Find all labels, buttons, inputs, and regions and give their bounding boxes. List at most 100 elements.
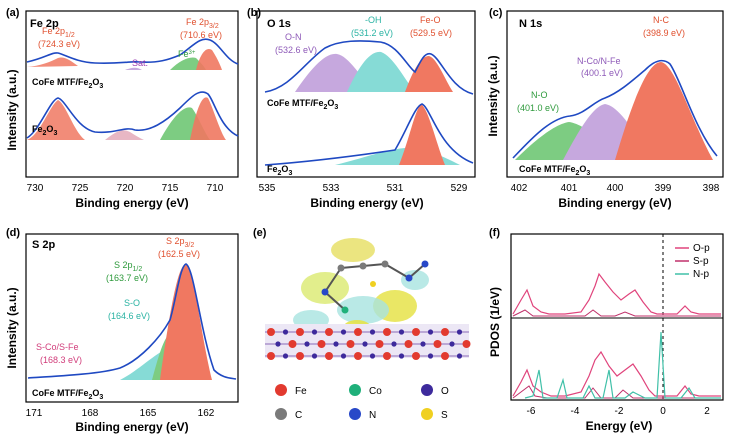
panel-d-s32 <box>160 264 212 380</box>
panel-a-fe3: Fe3+ <box>178 49 196 59</box>
s-legend-icon <box>421 408 433 420</box>
panel-c-tick: 401 <box>561 183 578 194</box>
panel-a-ticks: 730 725 720 715 710 <box>27 183 224 194</box>
o-atom <box>369 353 376 359</box>
panel-f-bot-op <box>512 350 721 397</box>
panel-b-top-feo <box>405 56 453 92</box>
panel-a-tick: 725 <box>72 183 89 194</box>
panel-c-no-val: (401.0 eV) <box>517 103 559 113</box>
panel-c-n1s: (c) Intensity (a.u.) N 1s N-C (398.9 eV)… <box>485 0 731 212</box>
nitrogen-atom <box>321 288 329 296</box>
fe-atom <box>462 340 471 348</box>
panel-b-bot-fit <box>264 103 474 166</box>
panel-d-s12: S 2p1/2 <box>114 260 142 273</box>
panel-c-xlabel: Binding energy (eV) <box>558 196 671 210</box>
fe-atom <box>325 352 333 360</box>
carbon-atom <box>359 262 367 270</box>
panel-d-scofe-val: (168.3 eV) <box>40 355 82 365</box>
o-atom <box>304 341 310 347</box>
bond <box>408 263 426 279</box>
panel-c-tick: 400 <box>607 183 624 194</box>
panel-c-title: N 1s <box>519 18 542 30</box>
panel-e-molecule <box>324 263 426 311</box>
panel-b-feo-val: (529.5 eV) <box>410 28 452 38</box>
o-atom <box>456 353 463 359</box>
panel-b-ticks: 535 533 531 529 <box>259 183 468 194</box>
panel-b-sample-bot: Fe2O3 <box>267 164 292 177</box>
legend-np-label: N-p <box>693 269 710 280</box>
panel-b-svg: (b) O 1s O-N (532.6 eV) -OH (531.2 eV) F… <box>247 7 476 210</box>
bond <box>324 267 342 293</box>
panel-e-tag: (e) <box>253 227 267 239</box>
panel-e-structure: (e) Fe <box>245 220 485 434</box>
panel-d-so: S-O <box>124 298 140 308</box>
fe-atom <box>267 328 275 336</box>
panel-d-ylabel: Intensity (a.u.) <box>5 287 19 368</box>
legend-s-label: S <box>441 410 448 421</box>
panel-a-bot-fit <box>26 91 239 139</box>
panel-a-sat: Sat. <box>132 58 148 68</box>
panel-d-sample: CoFe MTF/Fe2O3 <box>32 388 103 401</box>
panel-a-top-peak-710 <box>196 48 222 70</box>
fe-atom <box>325 328 333 336</box>
panel-c-sample: CoFe MTF/Fe2O3 <box>519 164 590 177</box>
panel-c-nc-val: (398.9 eV) <box>643 28 685 38</box>
panel-a-peak2: Fe 2p3/2 <box>186 17 219 30</box>
fe-atom <box>383 352 391 360</box>
o-legend-icon <box>421 384 433 396</box>
panel-f-tag: (f) <box>489 227 500 239</box>
panel-b-tag: (b) <box>247 7 261 19</box>
panel-d-tick: 162 <box>198 408 215 419</box>
panel-d-s2p: (d) Intensity (a.u.) S 2p S 2p3/2 (162.5… <box>0 220 245 434</box>
panel-d-fit <box>27 263 237 380</box>
sulfur-atom <box>370 281 376 287</box>
panel-f-svg: (f) PDOS (1/eV) O-p S-p N-p -6 -4 -2 0 2… <box>488 227 724 433</box>
panel-a-sample-top: CoFe MTF/Fe2O3 <box>32 77 103 90</box>
fe-atom <box>354 328 362 336</box>
panel-a-sample-bot: Fe2O3 <box>32 124 57 137</box>
fe-atom <box>404 340 413 348</box>
bond <box>384 263 410 279</box>
o-atom <box>391 341 397 347</box>
panel-b-on: O-N <box>285 32 302 42</box>
nitrogen-atom <box>405 274 413 282</box>
legend-n-label: N <box>369 410 376 421</box>
fe-legend-icon <box>275 384 287 396</box>
density-blob <box>331 238 375 262</box>
panel-c-tick: 398 <box>703 183 720 194</box>
panel-b-tick: 529 <box>451 183 468 194</box>
panel-f-ticks: -6 -4 -2 0 2 <box>527 406 711 417</box>
panel-c-no: N-O <box>531 90 548 100</box>
fe-atom <box>296 352 304 360</box>
panel-b-top-oh <box>347 51 415 92</box>
fe-atom <box>317 340 326 348</box>
panel-a-tag: (a) <box>6 7 20 19</box>
panel-e-charge-density <box>293 238 429 336</box>
panel-b-title: O 1s <box>267 18 291 30</box>
panel-d-xlabel: Binding energy (eV) <box>75 420 188 434</box>
density-blob <box>301 272 349 304</box>
legend-fe-label: Fe <box>295 386 307 397</box>
panel-d-s32-val: (162.5 eV) <box>158 249 200 259</box>
panel-a-xlabel: Binding energy (eV) <box>75 196 188 210</box>
panel-e-molecule-atoms <box>321 260 429 314</box>
panel-f-pdos: (f) PDOS (1/eV) O-p S-p N-p -6 -4 -2 0 2… <box>485 220 731 434</box>
panel-d-title: S 2p <box>32 239 56 251</box>
panel-d-tick: 168 <box>82 408 99 419</box>
panel-a-title: Fe 2p <box>30 18 59 30</box>
o-atom <box>340 353 347 359</box>
panel-f-top-sp <box>512 309 721 317</box>
panel-f-tick: -4 <box>571 406 580 417</box>
panel-b-sample-top: CoFe MTF/Fe2O3 <box>267 98 338 111</box>
panel-a-ylabel: Intensity (a.u.) <box>5 69 19 150</box>
panel-f-tick: -6 <box>527 406 536 417</box>
o-atom <box>282 353 289 359</box>
panel-a-top-peak-724 <box>27 57 78 67</box>
panel-b-on-val: (532.6 eV) <box>275 45 317 55</box>
panel-c-tag: (c) <box>489 7 503 19</box>
panel-a-tick: 715 <box>162 183 179 194</box>
panel-a-fe2p: (a) Fe 2p Intensity (a.u.) Fe 2p1/2 (724… <box>0 0 245 212</box>
o-atom <box>362 341 368 347</box>
c-legend-icon <box>275 408 287 420</box>
panel-a-tick: 730 <box>27 183 44 194</box>
